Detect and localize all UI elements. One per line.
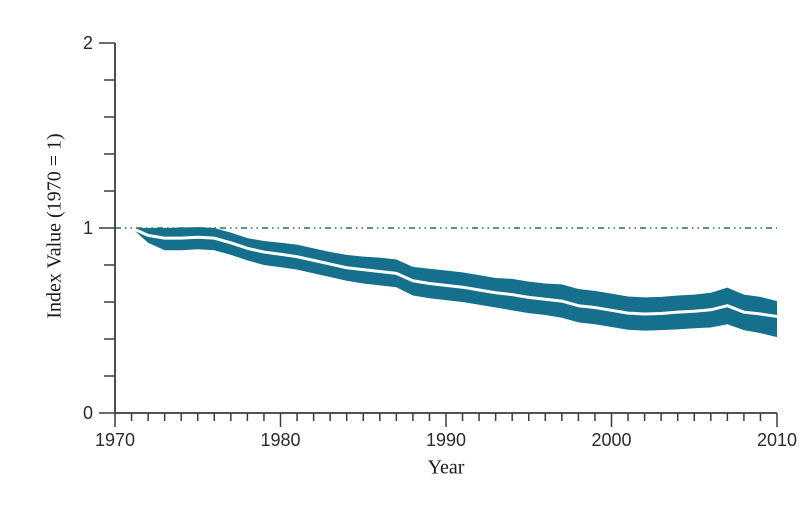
x-tick-label: 1970 — [95, 430, 135, 450]
x-tick-label: 1990 — [426, 430, 466, 450]
x-tick-label: 1980 — [260, 430, 300, 450]
index-trend-chart-figure: 0 1 2 1970 1980 1990 2000 2010 Index Value (197… — [40, 16, 800, 493]
x-tick-label: 2010 — [757, 430, 797, 450]
y-tick-label: 1 — [83, 218, 93, 238]
y-tick-label: 0 — [83, 403, 93, 423]
y-tick-label: 2 — [83, 33, 93, 53]
chart-canvas: 0 1 2 1970 1980 1990 2000 2010 — [83, 33, 797, 450]
y-axis-title: Index Value (1970 = 1) — [43, 133, 66, 319]
x-axis-title: Year — [427, 456, 465, 479]
x-tick-label: 2000 — [591, 430, 631, 450]
index-central-line — [130, 226, 779, 318]
